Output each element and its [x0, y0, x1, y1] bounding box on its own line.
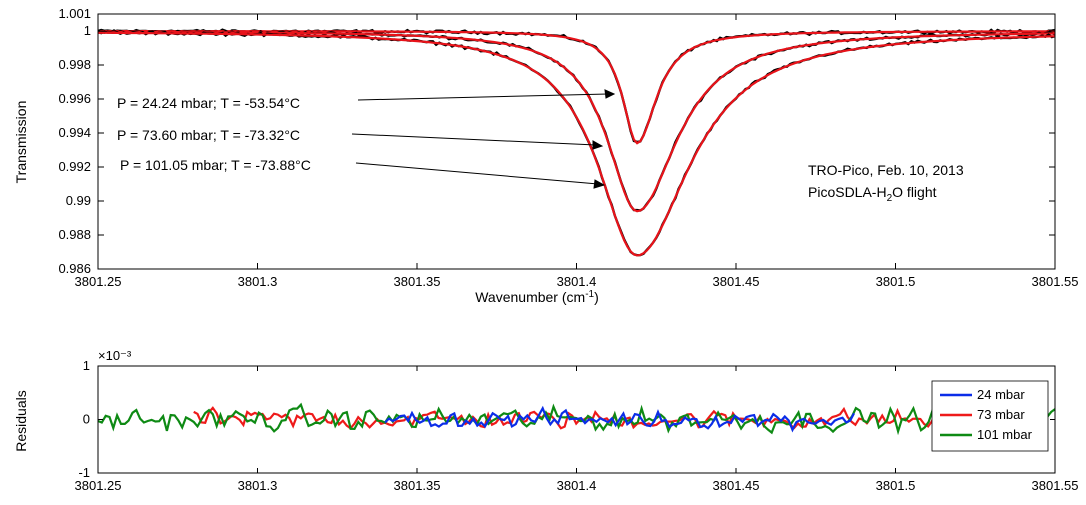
x-tick-label: 3801.5: [876, 478, 916, 493]
y-tick-label: 1.001: [58, 6, 91, 21]
arrow-101mbar: [355, 162, 599, 185]
series-label-73mbar: P = 73.60 mbar; T = -73.32°C: [117, 127, 300, 143]
legend-label: 24 mbar: [977, 387, 1025, 402]
arrowhead-73mbar: [592, 140, 604, 150]
x-tick-label: 3801.3: [238, 478, 278, 493]
x-tick-label: 3801.45: [713, 478, 760, 493]
x-tick-label: 3801.55: [1032, 274, 1079, 289]
residuals-legend: 24 mbar 73 mbar 101 mbar: [931, 380, 1049, 452]
residuals-scale-label: ×10⁻³: [98, 348, 132, 363]
x-tick-label: 3801.4: [557, 274, 597, 289]
y-tick-label: 0.986: [58, 261, 91, 276]
y-tick-label: 0: [83, 412, 90, 427]
arrow-73mbar: [351, 133, 597, 146]
arrowhead-24mbar: [604, 89, 616, 99]
residuals-series-group: [97, 402, 1056, 436]
campaign-annotation: TRO-Pico, Feb. 10, 2013: [808, 162, 964, 178]
transmission-panel: 3801.25 3801.3 3801.35 3801.4 3801.45 3801.5 3…: [13, 6, 1079, 305]
y-tick-label: 0.996: [58, 91, 91, 106]
y-tick-label: 0.994: [58, 125, 91, 140]
flight-annotation: PicoSDLA-H2O flight: [808, 184, 937, 204]
arrow-24mbar: [357, 93, 609, 101]
series-label-101mbar: P = 101.05 mbar; T = -73.88°C: [120, 157, 311, 173]
transmission-series-group: [97, 28, 1056, 257]
y-tick-label: 1: [83, 358, 90, 373]
residual-series-73-mbar: [193, 406, 945, 430]
arrowhead-101mbar: [593, 179, 606, 189]
annotation-arrows: [351, 89, 616, 189]
legend-label: 73 mbar: [977, 407, 1025, 422]
residual-series-24-mbar: [384, 405, 855, 433]
x-tick-label: 3801.35: [394, 274, 441, 289]
transmission-y-axis-label: Transmission: [13, 101, 29, 184]
x-tick-label: 3801.3: [238, 274, 278, 289]
y-tick-label: 1: [84, 23, 91, 38]
x-tick-label: 3801.4: [557, 478, 597, 493]
transmission-plot-area: [98, 14, 1055, 269]
x-tick-label: 3801.55: [1032, 478, 1079, 493]
y-tick-label: 0.99: [66, 193, 91, 208]
residuals-y-axis-label: Residuals: [13, 390, 29, 451]
x-tick-label: 3801.25: [75, 478, 122, 493]
y-tick-label: -1: [78, 465, 90, 480]
x-tick-label: 3801.5: [876, 274, 916, 289]
x-tick-label: 3801.25: [75, 274, 122, 289]
transmission-y-ticks: 0.986 0.988 0.99 0.992 0.994 0.996 0.998 1 1.001: [58, 6, 1055, 276]
y-tick-label: 0.992: [58, 159, 91, 174]
fit-spectrum-2: [98, 31, 1056, 257]
legend-label: 101 mbar: [977, 427, 1033, 442]
x-tick-label: 3801.45: [713, 274, 760, 289]
fit-spectrum-0: [98, 30, 1055, 145]
series-label-24mbar: P = 24.24 mbar; T = -53.54°C: [117, 95, 300, 111]
transmission-x-axis-label: Wavenumber (cm-1): [475, 289, 599, 305]
y-tick-label: 0.998: [58, 57, 91, 72]
transmission-x-ticks: 3801.25 3801.3 3801.35 3801.4 3801.45 3801.5 3…: [75, 14, 1079, 289]
residuals-x-ticks: 3801.25 3801.3 3801.35 3801.4 3801.45 3801.5 3…: [75, 366, 1079, 493]
residuals-y-ticks: -1 0 1: [78, 358, 1055, 480]
fit-spectrum-1: [98, 30, 1055, 213]
residuals-panel: 3801.25 3801.3 3801.35 3801.4 3801.45 3801.5 3…: [13, 348, 1079, 493]
x-tick-label: 3801.35: [394, 478, 441, 493]
y-tick-label: 0.988: [58, 227, 91, 242]
